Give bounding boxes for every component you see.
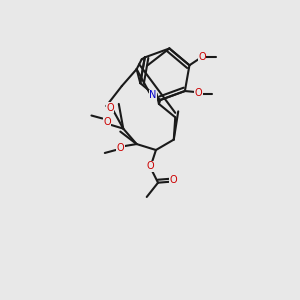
Text: O: O [116,142,124,153]
Text: O: O [194,88,202,98]
Text: O: O [147,161,154,171]
Text: O: O [169,175,177,185]
Text: O: O [106,103,114,113]
Text: O: O [103,117,111,127]
Text: N: N [149,90,157,100]
Text: O: O [198,52,206,62]
